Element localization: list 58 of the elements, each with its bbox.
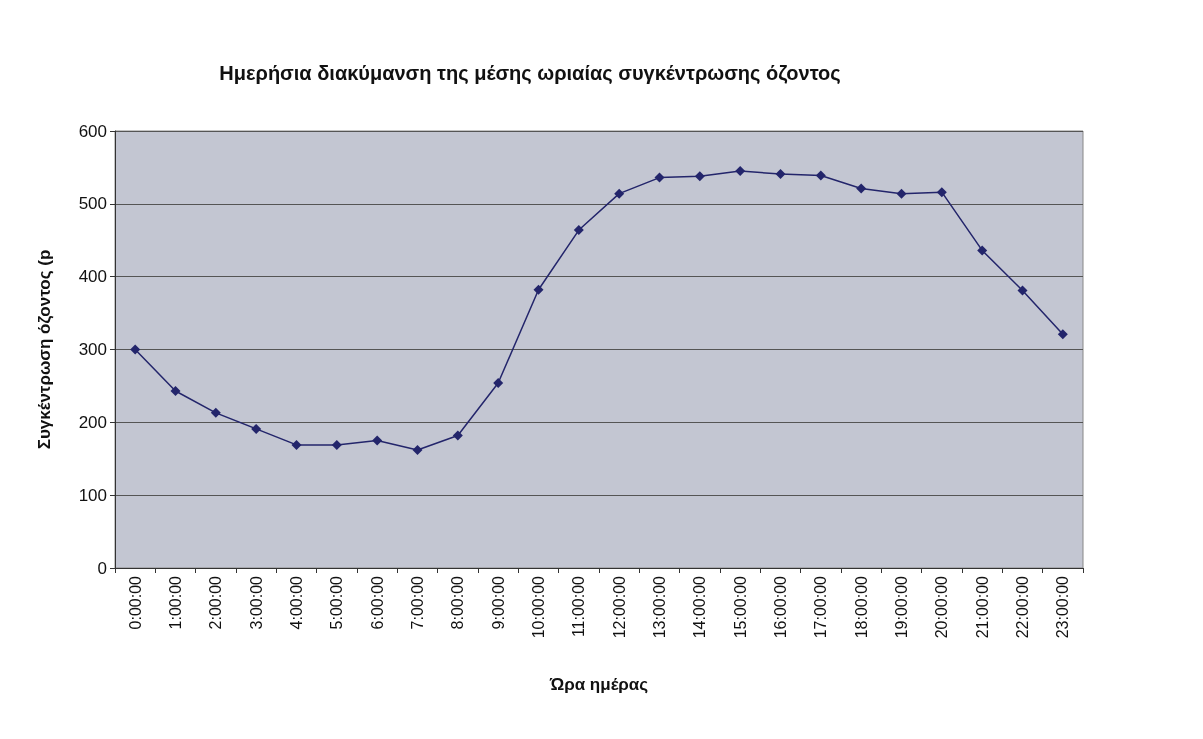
x-tick-label: 9:00:00 <box>489 575 507 630</box>
point <box>372 435 383 446</box>
x-tick-label: 20:00:00 <box>933 575 951 639</box>
point <box>1057 329 1068 340</box>
x-tick-label: 0:00:00 <box>126 575 144 630</box>
point <box>412 445 423 456</box>
y-tick-label: 300 <box>78 340 107 359</box>
point <box>614 188 625 199</box>
point <box>331 439 342 450</box>
y-tick-label: 100 <box>78 485 107 505</box>
point <box>815 170 826 181</box>
x-tick-label: 15:00:00 <box>731 575 749 639</box>
point <box>573 225 584 236</box>
point <box>735 166 746 177</box>
x-tick-label: 7:00:00 <box>409 575 426 630</box>
point <box>896 188 907 199</box>
point <box>251 423 262 434</box>
point <box>130 344 141 355</box>
x-tick-label: 18:00:00 <box>852 575 870 639</box>
x-tick-label: 14:00:00 <box>691 575 709 639</box>
y-tick-label: 500 <box>78 194 107 214</box>
point <box>291 439 302 450</box>
x-tick-label: 22:00:00 <box>1014 575 1031 639</box>
point <box>654 172 665 183</box>
x-tick-label: 8:00:00 <box>449 575 467 630</box>
x-tick-label: 19:00:00 <box>893 575 910 639</box>
x-tick-label: 3:00:00 <box>247 575 265 630</box>
point <box>533 284 544 295</box>
x-tick-label: 11:00:00 <box>570 575 588 638</box>
point <box>694 171 705 182</box>
x-tick-label: 16:00:00 <box>772 575 789 639</box>
chart-title: Ημερήσια διακύμανση της μέσης ωριαίας συγκέντρωσης όζοντος <box>219 62 841 84</box>
point <box>936 187 947 198</box>
point <box>1017 285 1028 296</box>
y-tick-label: 0 <box>97 558 107 578</box>
x-tick-label: 6:00:00 <box>368 575 386 630</box>
x-tick-label: 5:00:00 <box>328 575 346 630</box>
y-axis-title: Συγκέντρωση όζοντος (p <box>35 249 54 450</box>
point <box>977 245 988 256</box>
point <box>856 183 867 194</box>
y-tick-label: 200 <box>78 412 107 432</box>
point <box>775 168 786 179</box>
point <box>170 386 181 397</box>
x-axis-title: Ώρα ημέρας <box>548 675 649 694</box>
x-tick-label: 2:00:00 <box>207 575 225 630</box>
x-tick-label: 12:00:00 <box>610 575 628 639</box>
x-tick-label: 21:00:00 <box>973 575 991 639</box>
y-tick-label: 400 <box>78 267 107 287</box>
point <box>493 378 504 388</box>
y-tick-label: 600 <box>78 121 107 141</box>
x-tick-label: 10:00:00 <box>530 575 547 639</box>
x-tick-label: 4:00:00 <box>288 575 305 630</box>
x-tick-label: 23:00:00 <box>1054 575 1072 639</box>
point <box>452 430 463 441</box>
point <box>210 407 221 418</box>
x-tick-label: 17:00:00 <box>812 575 830 639</box>
x-tick-label: 1:00:00 <box>167 575 184 630</box>
x-tick-label: 13:00:00 <box>651 575 668 639</box>
